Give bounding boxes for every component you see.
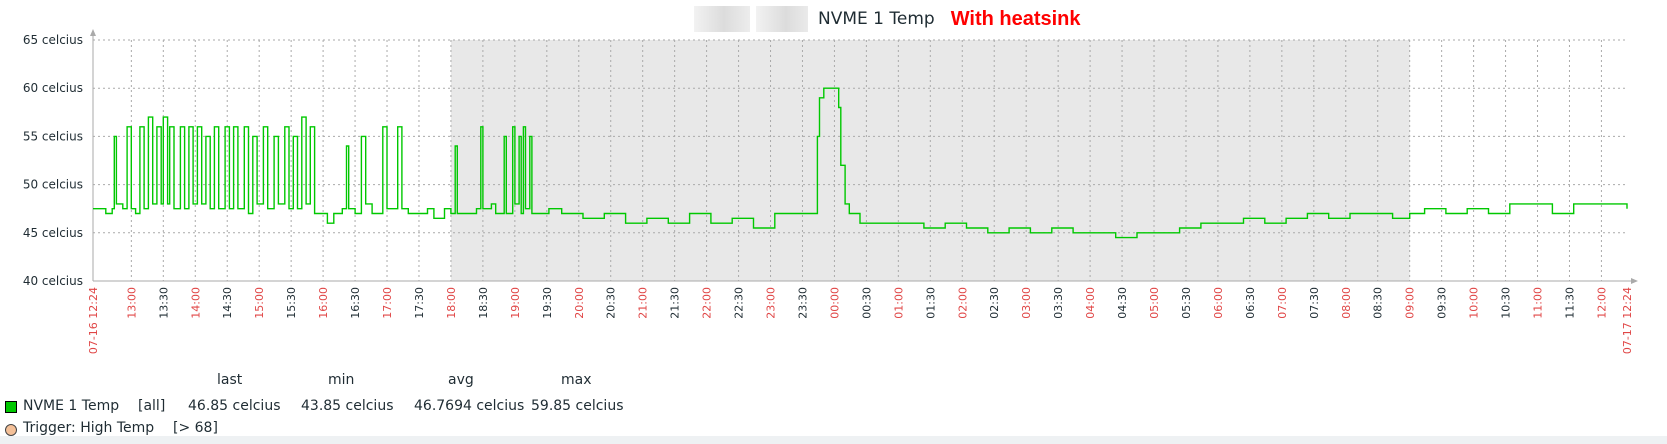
x-tick-label: 22:00 [701,287,714,319]
x-tick-label: 18:00 [445,287,458,319]
legend-series-name: NVME 1 Temp [23,398,120,414]
chart-title: NVME 1 Temp [818,9,935,29]
x-tick-label: 21:00 [637,287,650,319]
x-tick-label: 10:30 [1500,287,1513,319]
x-tick-label: 02:30 [988,287,1001,319]
x-tick-label: 17:00 [381,287,394,319]
x-tick-label: 09:00 [1404,287,1417,319]
x-tick-label: 19:00 [509,287,522,319]
x-tick-label: 03:30 [1052,287,1065,319]
x-tick-label: 14:30 [221,287,234,319]
x-tick-label: 15:00 [253,287,266,319]
legend-header-min: min [328,372,355,388]
x-tick-label: 07-16 12:24 [87,287,100,354]
legend-header-max: max [561,372,592,388]
x-tick-label: 06:30 [1244,287,1257,319]
x-tick-label: 09:30 [1436,287,1449,319]
x-tick-label: 20:30 [605,287,618,319]
x-tick-label: 07:30 [1308,287,1321,319]
redacted-text [694,6,750,32]
x-tick-label: 02:00 [956,287,969,319]
legend-header-avg: avg [448,372,474,388]
legend-series-func: [all] [138,398,166,414]
x-tick-label: 16:00 [317,287,330,319]
chart-title-row: NVME 1 Temp With heatsink [694,6,1081,32]
x-tick-label: 19:30 [541,287,554,319]
legend-min-value: 43.85 celcius [301,398,394,414]
x-tick-label: 20:00 [573,287,586,319]
y-tick-label: 45 celcius [23,226,83,240]
x-tick-label: 13:00 [125,287,138,319]
x-tick-label: 17:30 [413,287,426,319]
y-tick-label: 50 celcius [23,178,83,192]
y-tick-label: 40 celcius [23,274,83,288]
x-tick-label: 11:30 [1563,287,1576,319]
x-tick-label: 05:00 [1148,287,1161,319]
chart-canvas: 40 celcius 45 celcius 50 celcius 55 celcius… [23,29,1638,354]
series-color-swatch [5,401,17,413]
legend-trigger-name: Trigger: High Temp [23,420,155,436]
x-tick-label: 01:00 [892,287,905,319]
legend-last-value: 46.85 celcius [188,398,281,414]
x-tick-label: 22:30 [733,287,746,319]
x-axis-arrow [1631,278,1638,284]
x-tick-label: 21:30 [669,287,682,319]
series-line [93,87,1628,239]
x-tick-label: 16:30 [349,287,362,319]
x-tick-label: 00:00 [828,287,841,319]
legend-max-value: 59.85 celcius [531,398,624,414]
x-tick-label: 03:00 [1020,287,1033,319]
bottom-bar [0,436,1667,444]
redacted-text [756,6,808,32]
x-tick-label: 04:00 [1084,287,1097,319]
y-tick-label: 55 celcius [23,129,83,143]
x-tick-label: 13:30 [157,287,170,319]
x-tick-label: 11:00 [1532,287,1545,319]
x-tick-label: 10:00 [1468,287,1481,319]
y-tick-label: 65 celcius [23,33,83,47]
x-tick-label: 01:30 [924,287,937,319]
x-tick-label: 18:30 [477,287,490,319]
legend-trigger-condition: [> 68] [173,420,218,436]
x-tick-label: 14:00 [189,287,202,319]
y-tick-label: 60 celcius [23,81,83,95]
x-tick-label: 23:30 [796,287,809,319]
x-tick-label: 07-17 12:24 [1621,287,1634,354]
x-tick-label: 06:00 [1212,287,1225,319]
heatsink-note: With heatsink [950,7,1081,30]
legend-header-last: last [217,372,243,388]
legend-avg-value: 46.7694 celcius [414,398,525,414]
x-tick-label: 08:30 [1372,287,1385,319]
x-tick-label: 15:30 [285,287,298,319]
x-tick-label: 05:30 [1180,287,1193,319]
y-axis-arrow [90,29,96,36]
trigger-color-swatch [5,424,17,436]
x-tick-label: 00:30 [860,287,873,319]
x-tick-label: 08:00 [1340,287,1353,319]
x-tick-label: 23:00 [765,287,778,319]
x-tick-label: 07:00 [1276,287,1289,319]
x-tick-label: 12:00 [1595,287,1608,319]
x-tick-label: 04:30 [1116,287,1129,319]
